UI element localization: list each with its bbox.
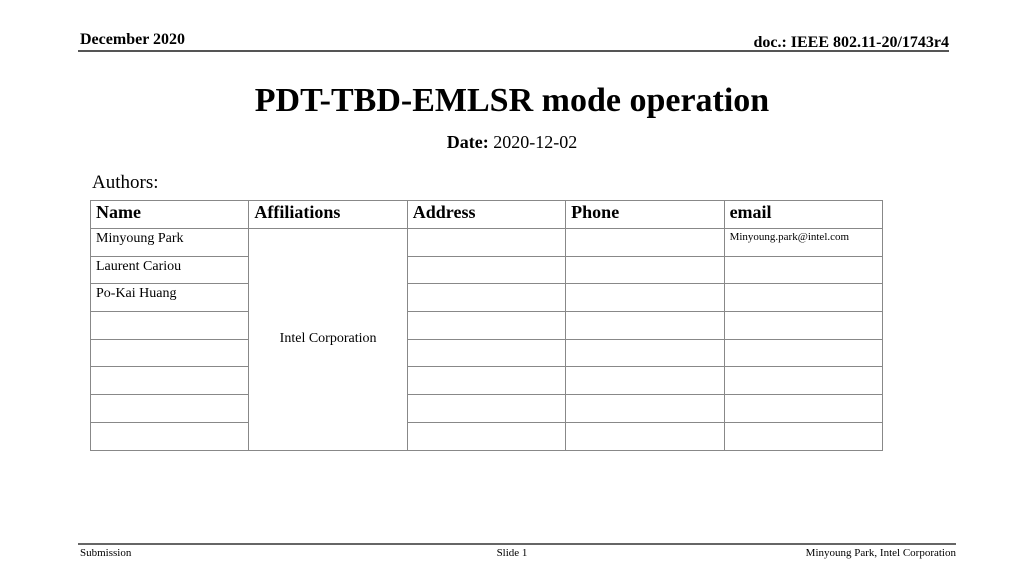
- slide-title: PDT-TBD-EMLSR mode operation: [254, 82, 770, 119]
- email-cell: [723, 338, 884, 368]
- name-cell: [89, 311, 250, 340]
- email-cell: [723, 255, 884, 285]
- date-label: Date:: [446, 132, 489, 152]
- address-cell: [406, 255, 567, 285]
- table-row: [89, 366, 884, 396]
- address-cell: [406, 228, 567, 257]
- column-header: Phone: [565, 200, 725, 229]
- email-cell: [723, 421, 884, 451]
- phone-cell: [565, 421, 725, 451]
- name-cell: Laurent Cariou: [89, 255, 250, 285]
- name-cell: [89, 366, 250, 396]
- email-cell: [723, 311, 884, 340]
- footer-author: Minyoung Park, Intel Corporation: [805, 547, 956, 559]
- header-doc-id: doc.: IEEE 802.11-20/1743r4: [753, 34, 949, 51]
- slide-date: Date: 2020-12-02: [0, 132, 1024, 153]
- name-cell: [89, 338, 250, 368]
- footer-divider: [78, 543, 956, 545]
- table-row: [89, 394, 884, 423]
- affiliation-cell: Intel Corporation: [248, 228, 408, 451]
- phone-cell: [565, 228, 725, 257]
- phone-cell: [565, 283, 725, 313]
- phone-cell: [565, 394, 725, 423]
- header-divider: [78, 50, 949, 52]
- address-cell: [406, 394, 567, 423]
- table-row: Laurent Cariou: [89, 255, 884, 285]
- column-header: Address: [406, 200, 567, 229]
- email-cell: [723, 283, 884, 313]
- email-cell: [723, 366, 884, 396]
- phone-cell: [565, 255, 725, 285]
- authors-table: Name Affiliations Address Phone email Minyou…: [89, 200, 884, 451]
- address-cell: [406, 338, 567, 368]
- table-row: [89, 421, 884, 451]
- email-cell: [723, 394, 884, 423]
- name-cell: [89, 421, 250, 451]
- table-row: Po-Kai Huang: [89, 283, 884, 313]
- name-cell: Minyoung Park: [89, 228, 250, 257]
- header-date: December 2020: [80, 31, 185, 48]
- address-cell: [406, 283, 567, 313]
- column-header: Affiliations: [248, 200, 408, 229]
- name-cell: [89, 394, 250, 423]
- address-cell: [406, 366, 567, 396]
- address-cell: [406, 421, 567, 451]
- phone-cell: [565, 366, 725, 396]
- column-header: Name: [89, 200, 250, 229]
- phone-cell: [565, 311, 725, 340]
- table-row: Minyoung Park Intel Corporation Minyoung.p…: [89, 228, 884, 451]
- table-row: [89, 311, 884, 340]
- footer-slide-number: Slide 1: [496, 547, 528, 559]
- column-header: email: [723, 200, 884, 229]
- email-cell: Minyoung.park@intel.com: [723, 228, 884, 257]
- table-row: [89, 338, 884, 368]
- footer-submission: Submission: [80, 547, 132, 559]
- authors-label: Authors:: [92, 172, 159, 193]
- phone-cell: [565, 338, 725, 368]
- date-value: 2020-12-02: [493, 132, 578, 152]
- address-cell: [406, 311, 567, 340]
- name-cell: Po-Kai Huang: [89, 283, 250, 313]
